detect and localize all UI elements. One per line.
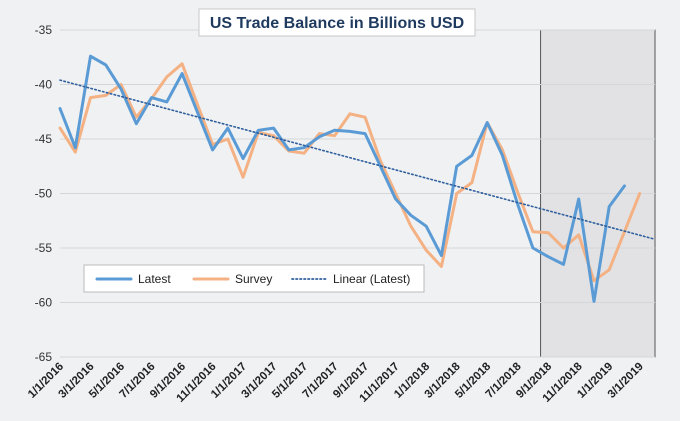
- y-tick-label: -35: [35, 23, 53, 37]
- series-line-latest: [58, 54, 626, 303]
- grid-layer: [60, 29, 655, 358]
- title-layer: US Trade Balance in Billions USD: [198, 8, 476, 37]
- y-tick-label: -45: [35, 132, 53, 146]
- title-box: [198, 8, 476, 37]
- chart-title: US Trade Balance in Billions USD: [210, 15, 464, 32]
- legend-box: [83, 264, 425, 293]
- legend-label: Linear (Latest): [333, 272, 410, 286]
- y-tick-label: -60: [35, 296, 53, 310]
- series-line-survey: [58, 62, 642, 283]
- legend-label: Survey: [235, 272, 272, 286]
- series-layer: [58, 54, 656, 303]
- trendline-linear-latest: [59, 79, 656, 241]
- y-tick-label: -55: [35, 241, 53, 255]
- y-axis: -35 -40 -45 -50 -55 -60 -65: [35, 23, 53, 364]
- legend-label: Latest: [138, 272, 171, 286]
- y-tick-label: -65: [35, 350, 53, 364]
- y-tick-label: -40: [35, 78, 53, 92]
- y-tick-label: -50: [35, 187, 53, 201]
- legend-layer: Latest Survey Linear (Latest): [83, 264, 425, 293]
